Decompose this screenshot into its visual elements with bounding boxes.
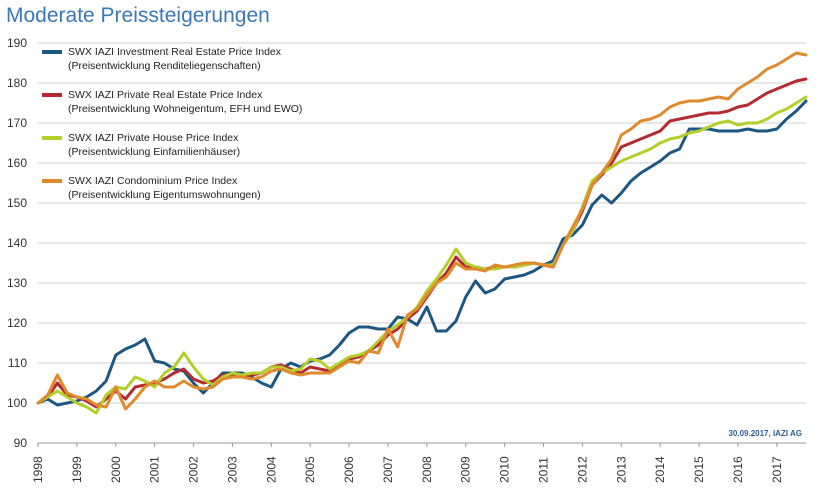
x-tick-label: 2016 — [731, 456, 745, 483]
series-line-1 — [36, 99, 808, 407]
x-tick-label: 1999 — [70, 456, 84, 483]
x-tick-label: 1998 — [31, 456, 45, 483]
y-tick-label: 180 — [7, 76, 27, 90]
x-tick-label: 2003 — [225, 456, 239, 483]
x-tick-label: 2001 — [148, 456, 162, 483]
x-tick-label: 2000 — [109, 456, 123, 483]
legend-sublabel: (Preisentwicklung Renditeliegenschaften) — [68, 60, 261, 72]
x-tick-label: 2007 — [381, 456, 395, 483]
legend-sublabel: (Preisentwicklung Wohneigentum, EFH und … — [68, 103, 302, 115]
x-axis: 1998 1999 2000 2001 2002 2003 2004 2005 2006 2007… — [31, 443, 784, 483]
x-tick-label: 2014 — [653, 456, 667, 483]
legend-sublabel: (Preisentwicklung Eigentumswohnungen) — [68, 189, 261, 201]
legend: SWX IAZI Investment Real Estate Price In… — [42, 46, 302, 201]
y-tick-label: 140 — [7, 236, 27, 250]
legend-label: SWX IAZI Condominium Price Index — [68, 175, 238, 187]
y-tick-label: 190 — [7, 36, 27, 50]
x-tick-label: 2015 — [692, 456, 706, 483]
x-tick-label: 2017 — [770, 456, 784, 483]
x-tick-label: 2011 — [537, 457, 551, 483]
series-line-3 — [36, 95, 808, 415]
y-tick-label: 160 — [7, 156, 27, 170]
source-note: 30.09.2017, IAZI AG — [728, 429, 802, 438]
legend-label: SWX IAZI Private Real Estate Price Index — [68, 89, 263, 101]
x-tick-label: 2002 — [187, 456, 201, 483]
y-tick-label: 170 — [7, 116, 27, 130]
y-tick-label: 120 — [7, 316, 27, 330]
x-tick-label: 2012 — [575, 456, 589, 483]
x-tick-label: 2005 — [303, 456, 317, 483]
series-line-4 — [36, 51, 808, 411]
y-tick-label: 90 — [14, 436, 28, 450]
x-tick-label: 2004 — [264, 456, 278, 483]
y-tick-label: 130 — [7, 276, 27, 290]
series-lines — [36, 51, 808, 415]
y-axis: 90 100 110 120 130 140 150 160 170 180 190 — [7, 36, 27, 450]
x-tick-label: 2008 — [420, 456, 434, 483]
legend-sublabel: (Preisentwicklung Einfamilienhäuser) — [68, 146, 240, 158]
legend-label: SWX IAZI Private House Price Index — [68, 132, 239, 144]
y-tick-label: 100 — [7, 396, 27, 410]
x-tick-label: 2006 — [342, 456, 356, 483]
chart-title: Moderate Preissteigerungen — [6, 4, 270, 27]
y-tick-label: 150 — [7, 196, 27, 210]
x-tick-label: 2010 — [498, 456, 512, 483]
legend-label: SWX IAZI Investment Real Estate Price In… — [68, 46, 282, 58]
x-tick-label: 2013 — [614, 456, 628, 483]
x-tick-label: 2009 — [459, 456, 473, 483]
y-tick-label: 110 — [8, 356, 27, 370]
